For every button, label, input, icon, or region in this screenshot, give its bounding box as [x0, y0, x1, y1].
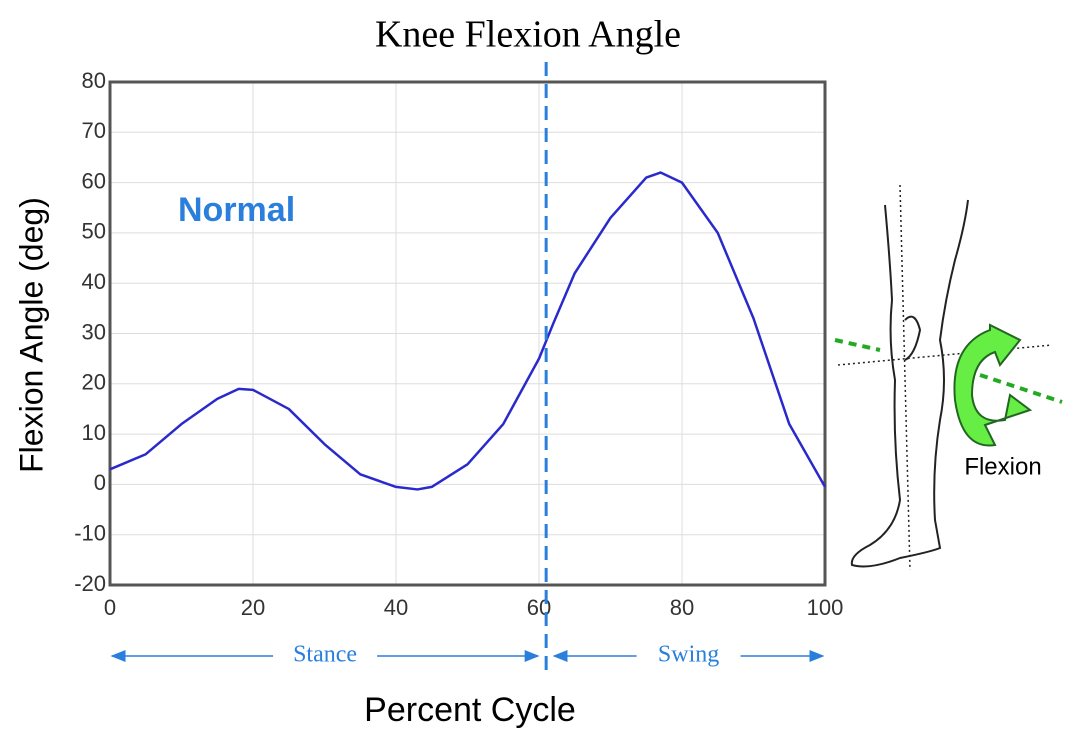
x-tick-label: 100	[807, 595, 844, 620]
y-tick-label: 40	[82, 269, 106, 294]
x-axis-label: Percent Cycle	[364, 691, 576, 729]
phase-label: Swing	[658, 642, 719, 668]
y-tick-label: 10	[82, 420, 106, 445]
x-tick-label: 80	[670, 595, 694, 620]
y-tick-label: 80	[82, 68, 106, 93]
y-tick-label: 20	[82, 370, 106, 395]
y-tick-label: 30	[82, 319, 106, 344]
y-tick-label: -20	[74, 571, 106, 596]
legend-label: Normal	[178, 191, 295, 229]
x-tick-label: 0	[104, 595, 116, 620]
chart: Knee Flexion Angle Percent Cycle Flexion…	[0, 0, 1065, 736]
x-tick-label: 20	[241, 595, 265, 620]
y-tick-label: -10	[74, 521, 106, 546]
y-tick-label: 50	[82, 219, 106, 244]
y-tick-label: 60	[82, 168, 106, 193]
phase-label: Stance	[293, 642, 357, 668]
y-tick-label: 0	[94, 470, 106, 495]
y-tick-label: 70	[82, 118, 106, 143]
x-tick-label: 40	[384, 595, 408, 620]
leg-illustration	[835, 185, 1062, 570]
y-axis-label: Flexion Angle (deg)	[13, 197, 49, 473]
figure-label: Flexion	[964, 453, 1041, 480]
chart-title: Knee Flexion Angle	[375, 14, 681, 56]
